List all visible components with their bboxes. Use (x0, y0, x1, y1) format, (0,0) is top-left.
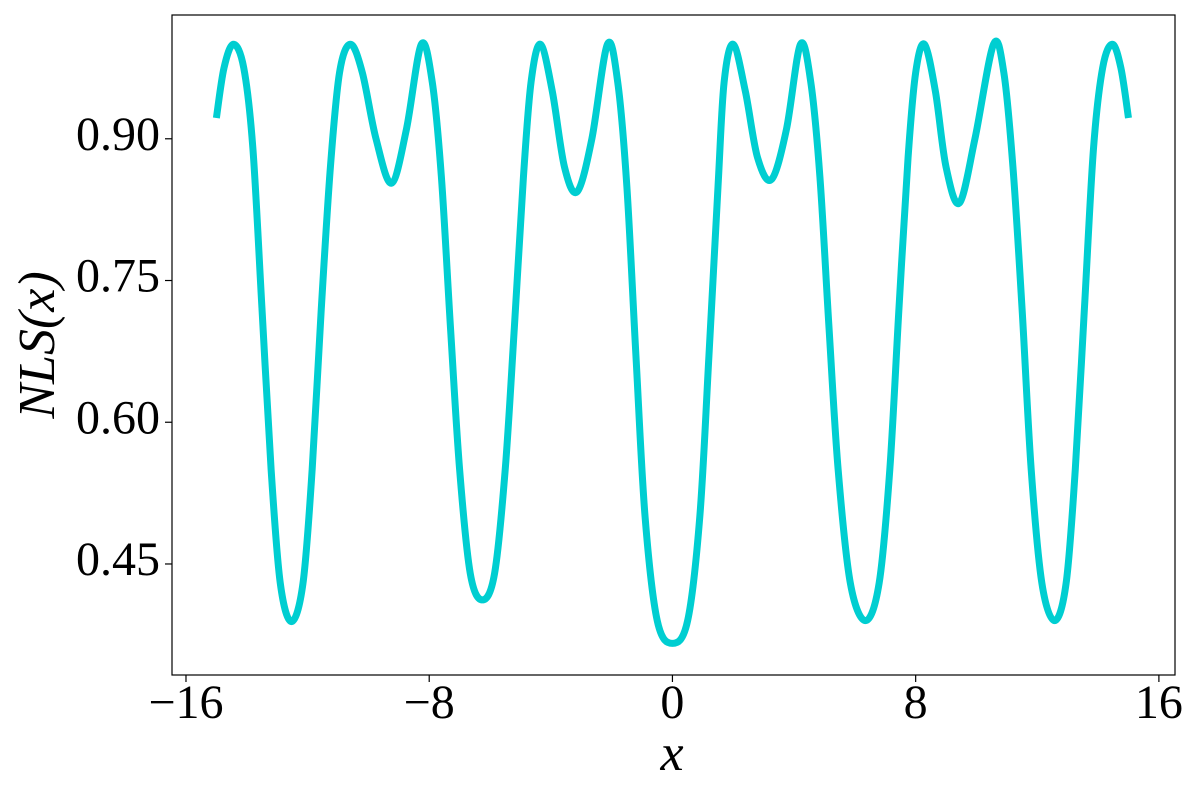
x-tick-label: 16 (1135, 676, 1183, 729)
y-tick-label: 0.90 (76, 108, 160, 161)
data-line (212, 37, 1132, 647)
y-tick-label: 0.60 (76, 391, 160, 444)
y-tick-label: 0.75 (76, 250, 160, 303)
x-tick-label: −16 (148, 676, 223, 729)
y-axis-label: NLS(x) (9, 271, 66, 419)
y-tick-label: 0.45 (76, 533, 160, 586)
x-tick-label: 0 (660, 676, 684, 729)
x-axis-label: x (659, 725, 683, 782)
plot-frame (171, 14, 1176, 676)
x-tick-label: 8 (904, 676, 928, 729)
x-tick-label: −8 (404, 676, 455, 729)
